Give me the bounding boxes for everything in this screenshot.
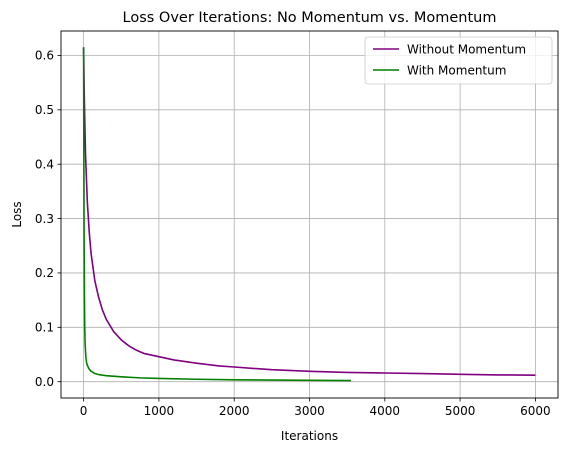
y-tick-label: 0.1 <box>35 321 54 335</box>
series-line-without-momentum <box>82 47 536 376</box>
x-tick-label: 3000 <box>294 404 325 418</box>
series-lines <box>82 47 536 382</box>
x-tick-label: 0 <box>80 404 88 418</box>
y-tick-label: 0.6 <box>35 49 54 63</box>
x-tick-label: 6000 <box>520 404 551 418</box>
x-tick-label: 1000 <box>144 404 175 418</box>
x-tick-label: 4000 <box>370 404 401 418</box>
legend-label: With Momentum <box>407 63 506 77</box>
chart-title: Loss Over Iterations: No Momentum vs. Mo… <box>123 10 497 26</box>
y-axis-label: Loss <box>10 201 24 227</box>
y-tick-label: 0.0 <box>35 375 54 389</box>
series-line-with-momentum <box>82 47 351 382</box>
y-tick-label: 0.4 <box>35 157 54 171</box>
y-tick-label: 0.3 <box>35 212 54 226</box>
x-axis-label: Iterations <box>281 429 338 443</box>
legend: Without Momentum With Momentum <box>364 36 553 85</box>
y-tick-label: 0.2 <box>35 266 54 280</box>
legend-box <box>364 36 553 85</box>
grid <box>61 31 558 398</box>
axis-ticks: 0 1000 2000 3000 4000 5000 6000 0.0 0.1 0.2 0.3 0.4… <box>35 49 551 418</box>
x-tick-label: 5000 <box>445 404 476 418</box>
y-tick-label: 0.5 <box>35 103 54 117</box>
x-tick-label: 2000 <box>219 404 250 418</box>
legend-label: Without Momentum <box>407 42 526 56</box>
